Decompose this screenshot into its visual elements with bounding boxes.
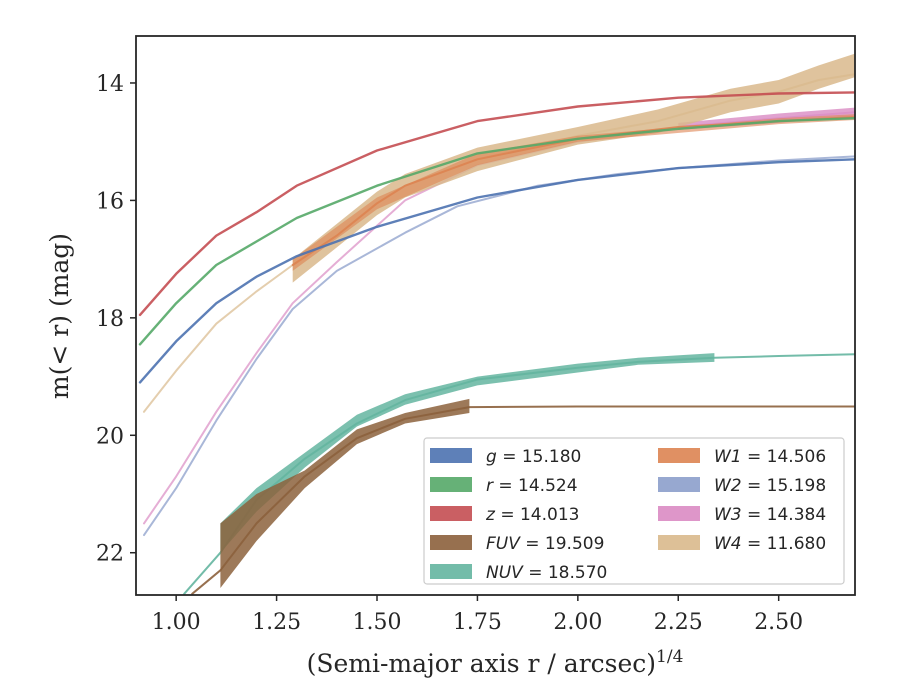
legend-swatch: [430, 477, 472, 492]
x-tick-label: 2.25: [654, 610, 703, 635]
legend-swatch: [658, 506, 700, 521]
band-w4: [292, 53, 855, 283]
x-tick-label: 1.75: [453, 610, 502, 635]
legend-label: r = 14.524: [486, 476, 578, 496]
legend-label: W3 = 14.384: [714, 505, 826, 525]
legend-swatch: [658, 448, 700, 463]
legend-item-r: r = 14.524: [430, 476, 578, 496]
x-tick-label: 2.00: [553, 610, 602, 635]
x-tick-label: 2.50: [754, 610, 803, 635]
legend-swatch: [430, 535, 472, 550]
legend-swatch: [430, 506, 472, 521]
series-z: [138, 91, 855, 317]
legend-item-z: z = 14.013: [430, 505, 579, 525]
x-axis: 1.00 1.25 1.50 1.75 2.00 2.25 2.50: [152, 595, 803, 635]
legend-item-w4: W4 = 11.680: [658, 534, 826, 554]
legend-box: [423, 437, 845, 585]
y-tick-label: 16: [96, 189, 124, 214]
legend-swatch: [658, 477, 700, 492]
legend-label: g = 15.180: [486, 447, 581, 467]
legend-item-w1: W1 = 14.506: [658, 447, 826, 467]
y-tick-label: 14: [96, 72, 124, 97]
series-layer: [138, 53, 855, 595]
line-r: [138, 116, 855, 346]
band-w1: [292, 114, 855, 271]
legend-item-fuv: FUV = 19.509: [430, 534, 604, 554]
band-nuv: [220, 353, 715, 553]
series-g: [138, 158, 855, 384]
x-axis-label: (Semi-major axis r / arcsec)1/4: [307, 647, 684, 678]
legend-item-nuv: NUV = 18.570: [430, 563, 607, 583]
series-w4: [143, 53, 855, 413]
x-tick-label: 1.00: [152, 610, 201, 635]
y-tick-label: 22: [96, 542, 124, 567]
y-axis-label: m(< r) (mag): [45, 233, 74, 399]
y-axis: 14 16 18 20 22: [96, 72, 136, 567]
legend-label: NUV = 18.570: [486, 563, 607, 583]
plot-frame: [135, 35, 856, 596]
x-tick-label: 1.25: [252, 610, 301, 635]
y-tick-label: 18: [96, 307, 124, 332]
legend-swatch: [430, 564, 472, 579]
line-g: [138, 158, 855, 384]
line-z: [138, 91, 855, 317]
legend-item-g: g = 15.180: [430, 447, 581, 467]
series-fuv: [191, 398, 855, 595]
legend-item-w3: W3 = 14.384: [658, 505, 826, 525]
legend-label: W1 = 14.506: [714, 447, 826, 467]
legend-swatch: [658, 535, 700, 550]
legend-label: W2 = 15.198: [714, 476, 826, 496]
band-fuv: [220, 398, 470, 588]
legend-label: W4 = 11.680: [714, 534, 826, 554]
legend-label: FUV = 19.509: [486, 534, 604, 554]
y-tick-label: 20: [96, 424, 124, 449]
legend: g = 15.180 r = 14.524 z = 14.013 FUV = 19.5…: [423, 437, 845, 585]
legend-swatch: [430, 448, 472, 463]
legend-item-w2: W2 = 15.198: [658, 476, 826, 496]
line-fuv: [191, 405, 855, 595]
legend-label: z = 14.013: [485, 505, 579, 525]
series-r: [138, 116, 855, 346]
x-tick-label: 1.50: [353, 610, 402, 635]
